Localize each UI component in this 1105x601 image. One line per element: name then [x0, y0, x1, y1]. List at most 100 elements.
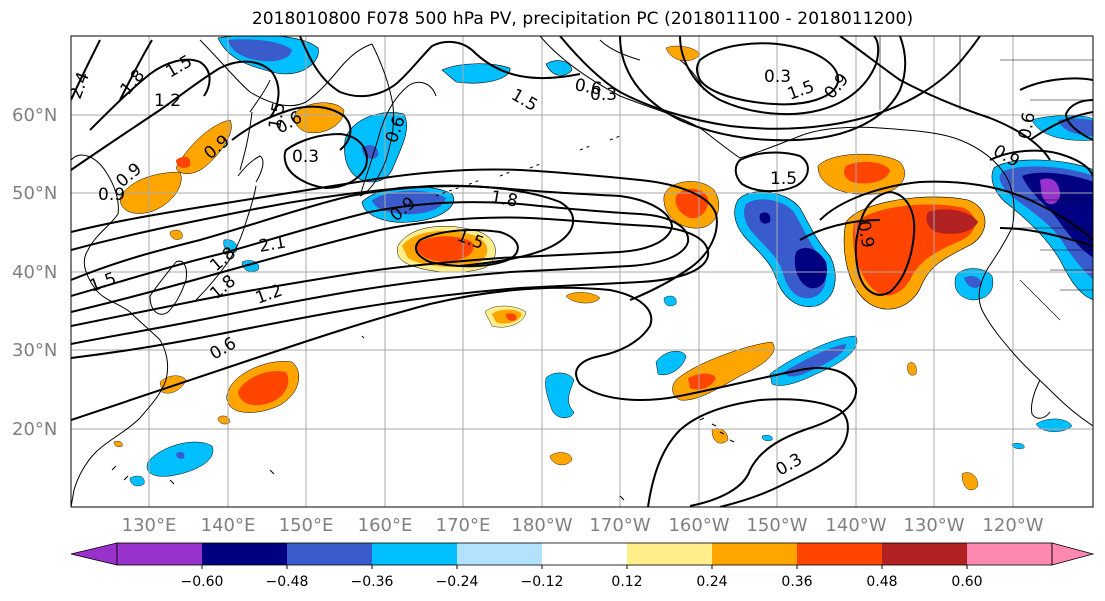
colorbar-under-extension [70, 542, 118, 566]
colorbar-tick-label: 0.36 [781, 574, 812, 590]
neg-anomaly-patch [663, 295, 677, 307]
colorbar-tick-label: −0.12 [521, 574, 564, 590]
pv-contour [71, 216, 710, 359]
neg-anomaly-patch [759, 212, 771, 224]
colorbar-ticks [201, 565, 968, 569]
map-frame [70, 35, 1094, 508]
colorbar-tick-label: 0.48 [866, 574, 897, 590]
pv-contour [299, 36, 581, 98]
colorbar-segment [542, 543, 627, 565]
contour-label: 1.5 [265, 101, 289, 131]
lat-label: 50°N [12, 183, 57, 204]
neg-anomaly-patch [441, 63, 511, 84]
map-panel: 2.4 1.8 1.5 1.2 1.5 0.9 0.6 0.9 0.3 0.6 … [71, 36, 1093, 507]
colorbar-segment [372, 543, 457, 565]
pv-contour [89, 58, 211, 131]
lon-label: 140°E [201, 515, 256, 536]
pos-anomaly-patch [169, 229, 183, 240]
colorbar-segment [117, 543, 202, 565]
lon-label: 160°W [668, 515, 729, 536]
pv-contour [71, 184, 575, 267]
pv-contour [231, 105, 352, 151]
lon-label: 180°W [511, 515, 572, 536]
lon-label: 130°W [903, 515, 964, 536]
canada-borders [879, 36, 1093, 110]
colorbar-tick-label: 0.60 [951, 574, 982, 590]
neg-anomaly-patch [761, 435, 773, 441]
lon-label: 130°E [122, 515, 177, 536]
baja-coastline [1031, 379, 1051, 419]
contour-label: 2.1 [257, 233, 287, 257]
colorbar-tick-label: 0.24 [696, 574, 727, 590]
pv-contour [71, 39, 153, 101]
colorbar-tick-label: −0.24 [436, 574, 479, 590]
pv-contour [647, 398, 849, 507]
contour-label: 0.3 [292, 147, 319, 167]
pv-contour [619, 36, 907, 142]
colorbar-over-extension [1051, 542, 1095, 566]
neg-anomaly-patch [1040, 178, 1060, 205]
pv-contour [734, 151, 809, 192]
neg-anomaly-patch [794, 247, 828, 289]
colorbar-segment [967, 543, 1052, 565]
pv-contour [839, 36, 1051, 161]
pv-contour [819, 180, 1093, 241]
lat-label: 20°N [12, 419, 57, 440]
neg-anomaly-patch [228, 39, 292, 62]
colorbar-segment [797, 543, 882, 565]
north-america-coastline [978, 227, 1093, 427]
neg-anomaly-patch [129, 475, 145, 487]
pos-anomaly-patch [549, 452, 573, 466]
pv-contour [799, 219, 1093, 247]
pacific-islands [111, 335, 625, 501]
pv-contours [71, 36, 1093, 507]
asia-coastline [71, 154, 169, 507]
pos-anomaly-patch [907, 362, 917, 376]
colorbar-segment [202, 543, 287, 565]
latitude-labels: 60°N 50°N 40°N 30°N 20°N [12, 105, 57, 440]
pos-anomaly-patch [565, 292, 601, 304]
contour-label: 1.2 [154, 91, 181, 111]
contour-label: 0.9 [98, 185, 125, 205]
alaska-coastline [539, 36, 1015, 229]
aleutian-islands [435, 135, 621, 197]
kamchatka-coastline [359, 81, 437, 197]
pos-anomaly-patch [416, 236, 474, 262]
lon-label: 160°E [358, 515, 413, 536]
neg-anomaly-patch [176, 451, 185, 459]
neg-anomaly-patch [964, 276, 982, 288]
contour-label: 1.5 [770, 169, 797, 189]
neg-anomaly-patch [545, 372, 575, 418]
lon-label: 120°W [982, 515, 1043, 536]
sakhalin-coastline [239, 79, 271, 171]
pv-contour [71, 185, 674, 327]
colorbar-tick-label: 0.12 [611, 574, 642, 590]
colorbar-frame [116, 542, 1053, 566]
contour-label: 0.9 [853, 219, 877, 249]
colorbar-segment [882, 543, 967, 565]
lon-label: 170°W [589, 515, 650, 536]
lon-label: 170°E [436, 515, 491, 536]
japan-coastline [195, 155, 264, 301]
hawaii-islands [699, 417, 735, 443]
korea-coastline [149, 260, 187, 315]
lon-label: 150°E [279, 515, 334, 536]
contour-label: 0.6 [1015, 111, 1039, 141]
pos-anomaly-patch [217, 415, 231, 425]
pv-contour [679, 36, 880, 116]
contour-label: 1.8 [489, 187, 519, 211]
pv-contour [71, 201, 690, 345]
pos-anomaly-patch [238, 371, 289, 406]
pv-contour [71, 60, 280, 171]
colorbar-tick-label: −0.36 [351, 574, 394, 590]
colorbar-segment [712, 543, 797, 565]
pv-contour [854, 190, 916, 296]
colorbar-segment [457, 543, 542, 565]
contour-label: 0.3 [590, 85, 617, 105]
map-title: 2018010800 F078 500 hPa PV, precipitatio… [251, 9, 914, 29]
colorbar-tick-label: −0.60 [181, 574, 224, 590]
colorbar: −0.60 −0.48 −0.36 −0.24 −0.12 0.12 0.24 … [70, 542, 1095, 590]
lat-label: 60°N [12, 105, 57, 126]
colorbar-segment [287, 543, 372, 565]
